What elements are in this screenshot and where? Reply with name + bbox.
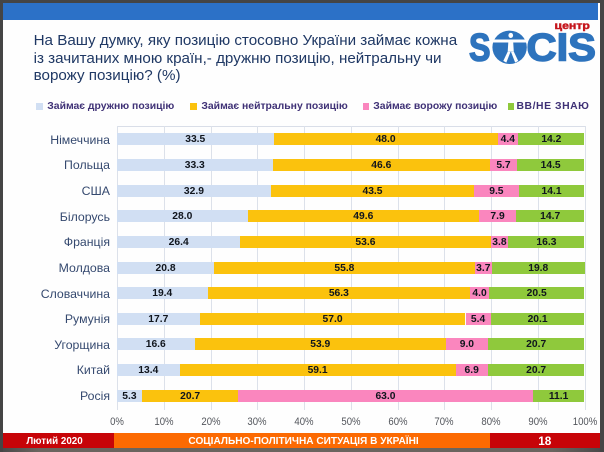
svg-text:S: S (469, 27, 491, 70)
svg-text:CIS: CIS (527, 27, 597, 70)
svg-text:центр: центр (555, 21, 590, 32)
